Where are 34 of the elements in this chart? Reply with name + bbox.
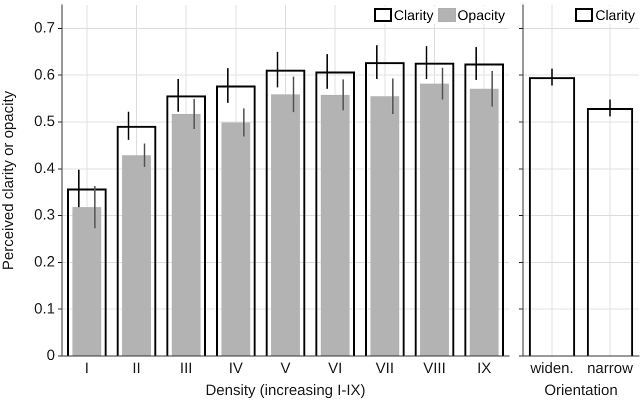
bar xyxy=(271,94,300,356)
x-tick-label: I xyxy=(84,360,89,378)
legend-label: Opacity xyxy=(458,7,505,23)
bar xyxy=(172,114,201,356)
x-tick-label: V xyxy=(280,360,291,378)
y-tick-label: 0.2 xyxy=(34,254,55,271)
x-tick-label: narrow xyxy=(587,360,634,378)
y-axis-title: Perceived clarity or opacity xyxy=(0,90,18,270)
bar xyxy=(420,84,449,356)
x-tick-label: II xyxy=(132,360,141,378)
y-tick-label: 0.1 xyxy=(34,300,55,318)
y-tick-label: 0.4 xyxy=(34,160,55,177)
bar xyxy=(370,96,400,356)
y-tick-label: 0.3 xyxy=(34,206,55,224)
x-tick-label: IX xyxy=(477,360,492,378)
y-tick-label: 0.7 xyxy=(34,20,55,37)
x-axis-title: Density (increasing I-IX) xyxy=(205,382,366,400)
bar xyxy=(320,94,350,356)
x-axis-title: Orientation xyxy=(544,382,618,400)
y-tick-label: 0.6 xyxy=(34,66,55,84)
x-tick-label: VIII xyxy=(423,360,446,378)
y-tick-label: 0 xyxy=(46,347,55,364)
bar xyxy=(470,88,499,356)
legend-label: Clarity xyxy=(394,7,434,23)
bar xyxy=(122,155,151,356)
legend-label: Clarity xyxy=(595,7,635,23)
bar xyxy=(72,207,102,356)
x-tick-label: VI xyxy=(328,360,342,378)
x-tick-label: VII xyxy=(376,360,394,378)
x-tick-label: widen. xyxy=(529,360,574,378)
x-tick-label: III xyxy=(180,360,192,378)
x-tick-label: IV xyxy=(228,360,243,378)
y-tick-label: 0.5 xyxy=(34,113,55,130)
bar xyxy=(221,122,250,356)
